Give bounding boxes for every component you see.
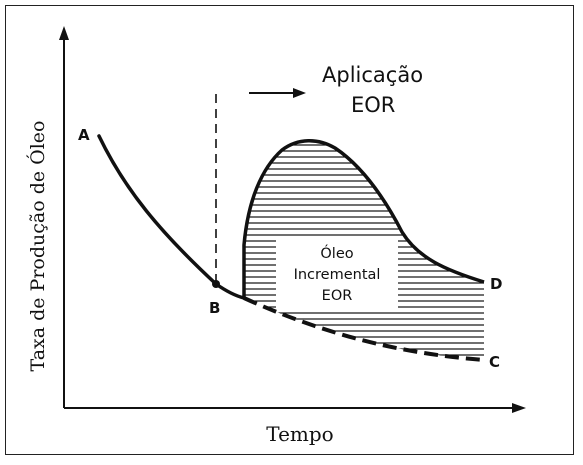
decline-curve-a-b bbox=[97, 134, 246, 300]
incremental-label-line2: Incremental bbox=[294, 267, 381, 283]
application-arrowhead bbox=[293, 88, 306, 98]
point-d-label: D bbox=[490, 275, 502, 293]
point-b-dot bbox=[212, 280, 220, 288]
y-axis-label: Taxa de Produção de Óleo bbox=[26, 121, 49, 372]
incremental-label-line3: EOR bbox=[322, 288, 353, 304]
baseline-decline-dashed bbox=[243, 296, 485, 362]
eor-response-curve bbox=[242, 139, 485, 298]
application-label-line2: EOR bbox=[351, 93, 395, 117]
point-b-label: B bbox=[209, 299, 220, 317]
point-c-label: C bbox=[489, 353, 500, 371]
x-axis-arrowhead bbox=[512, 403, 526, 413]
y-axis-arrowhead bbox=[59, 26, 69, 40]
x-axis-label: Tempo bbox=[266, 422, 333, 446]
figure-border bbox=[5, 5, 574, 455]
incremental-label-box bbox=[276, 236, 398, 310]
point-a-label: A bbox=[78, 126, 90, 144]
application-label-line1: Aplicação bbox=[322, 63, 423, 87]
incremental-label-line1: Óleo bbox=[320, 244, 353, 262]
